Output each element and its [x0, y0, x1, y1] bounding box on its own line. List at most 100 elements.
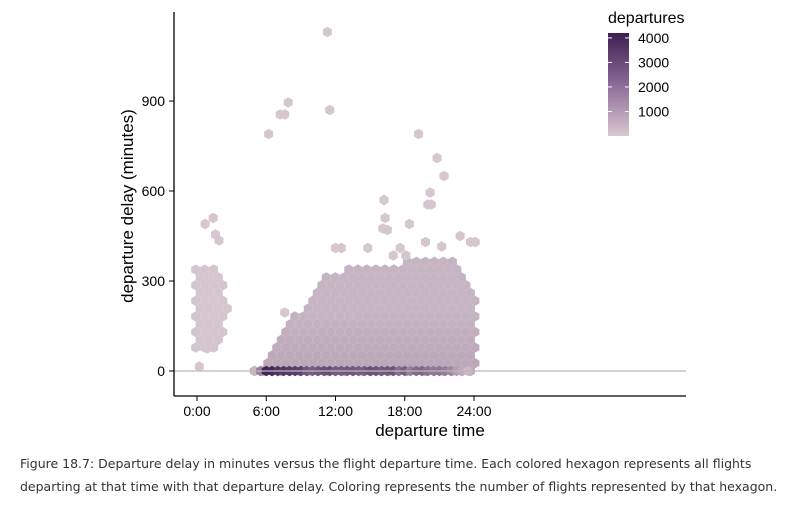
hexagon: [380, 342, 390, 353]
hexagon: [303, 319, 313, 330]
hexagon: [366, 334, 376, 345]
hexagon: [312, 334, 322, 345]
hexagon: [375, 334, 385, 345]
hexagon: [443, 295, 453, 306]
hexagon: [434, 326, 444, 338]
hexagon: [353, 295, 363, 306]
hexagon: [200, 218, 210, 230]
hexagon: [353, 326, 363, 338]
hexagon: [335, 326, 345, 338]
hexagon: [344, 311, 354, 322]
hexagon: [465, 334, 475, 345]
hexagon: [434, 295, 444, 306]
hexagon: [407, 311, 417, 322]
hexagon: [200, 264, 210, 275]
hexagon: [425, 187, 435, 198]
hexagon: [317, 342, 327, 353]
hexagon: [371, 358, 381, 369]
hexagon: [326, 342, 336, 353]
hexagon: [389, 311, 399, 322]
hexagon: [438, 303, 448, 314]
hexagon: [429, 334, 439, 345]
x-tick-label: 12:00: [318, 403, 353, 419]
x-axis-title: departure time: [375, 421, 485, 440]
hexagon: [375, 350, 385, 361]
hexagon: [455, 230, 465, 242]
hexagon: [326, 326, 336, 338]
x-tick-label: 6:00: [253, 403, 280, 419]
hexagon: [425, 264, 435, 275]
hexagon: [357, 272, 367, 283]
hexagon: [294, 319, 304, 330]
hexagon: [362, 311, 372, 322]
hexagon: [470, 295, 480, 306]
hexagon: [384, 287, 394, 299]
hexagon: [438, 287, 448, 299]
hexagon: [326, 295, 336, 306]
hexagon: [398, 358, 408, 369]
hexagon: [353, 342, 363, 353]
hexagon: [389, 295, 399, 306]
hexagon: [371, 342, 381, 353]
hexagon: [195, 287, 205, 299]
hexagon: [425, 295, 435, 306]
legend-title: departures: [608, 10, 685, 27]
hexagon: [434, 358, 444, 369]
hexagon: [276, 334, 286, 345]
hexagon: [470, 342, 480, 353]
hexagon: [191, 264, 201, 275]
hexagon: [425, 358, 435, 369]
hexagon: [200, 326, 210, 338]
legend-label: 1000: [638, 103, 669, 119]
hexagon: [308, 311, 318, 322]
hexagon: [416, 342, 426, 353]
hexagon: [443, 264, 453, 275]
hexagon: [294, 334, 304, 345]
hexagon: [461, 326, 471, 338]
hexagon: [398, 342, 408, 353]
hexagon: [213, 272, 223, 283]
hexagon: [317, 326, 327, 338]
hexagon: [420, 303, 430, 314]
hexagon: [209, 295, 219, 306]
hexagon: [465, 303, 475, 314]
hexagon: [321, 272, 331, 283]
hexagon: [416, 264, 426, 275]
hexagon: [321, 350, 331, 361]
hexagon: [414, 128, 424, 140]
hexagon: [204, 287, 214, 299]
hexagon: [380, 212, 390, 224]
hexagon: [407, 264, 417, 275]
hexagon: [303, 303, 313, 314]
hexagon: [429, 272, 439, 283]
hexagon: [325, 104, 335, 116]
hexagon: [357, 334, 367, 345]
legend: departures 4000 3000 2000 1000: [608, 10, 685, 136]
hexagon: [416, 311, 426, 322]
hexagon: [353, 358, 363, 369]
hexagon: [195, 272, 205, 283]
hexagon: [470, 326, 480, 338]
hexagon: [380, 280, 390, 291]
hexagon: [411, 334, 421, 345]
hexagon: [438, 272, 448, 283]
hexagon: [200, 311, 210, 322]
hexagon: [366, 303, 376, 314]
hexagon: [465, 287, 475, 299]
hexagon: [393, 303, 403, 314]
hexagon: [339, 334, 349, 345]
hexagon: [447, 303, 457, 314]
hexagon: [434, 280, 444, 291]
hexagon: [429, 287, 439, 299]
hexagon: [209, 326, 219, 338]
hexagon: [429, 303, 439, 314]
hexagon: [303, 334, 313, 345]
hexagon: [443, 280, 453, 291]
legend-label: 3000: [638, 54, 669, 70]
hexagon: [290, 326, 300, 338]
hexagon: [344, 326, 354, 338]
hexagon: [362, 295, 372, 306]
hexagon: [375, 287, 385, 299]
hexagon: [330, 350, 340, 361]
hexagon: [362, 358, 372, 369]
